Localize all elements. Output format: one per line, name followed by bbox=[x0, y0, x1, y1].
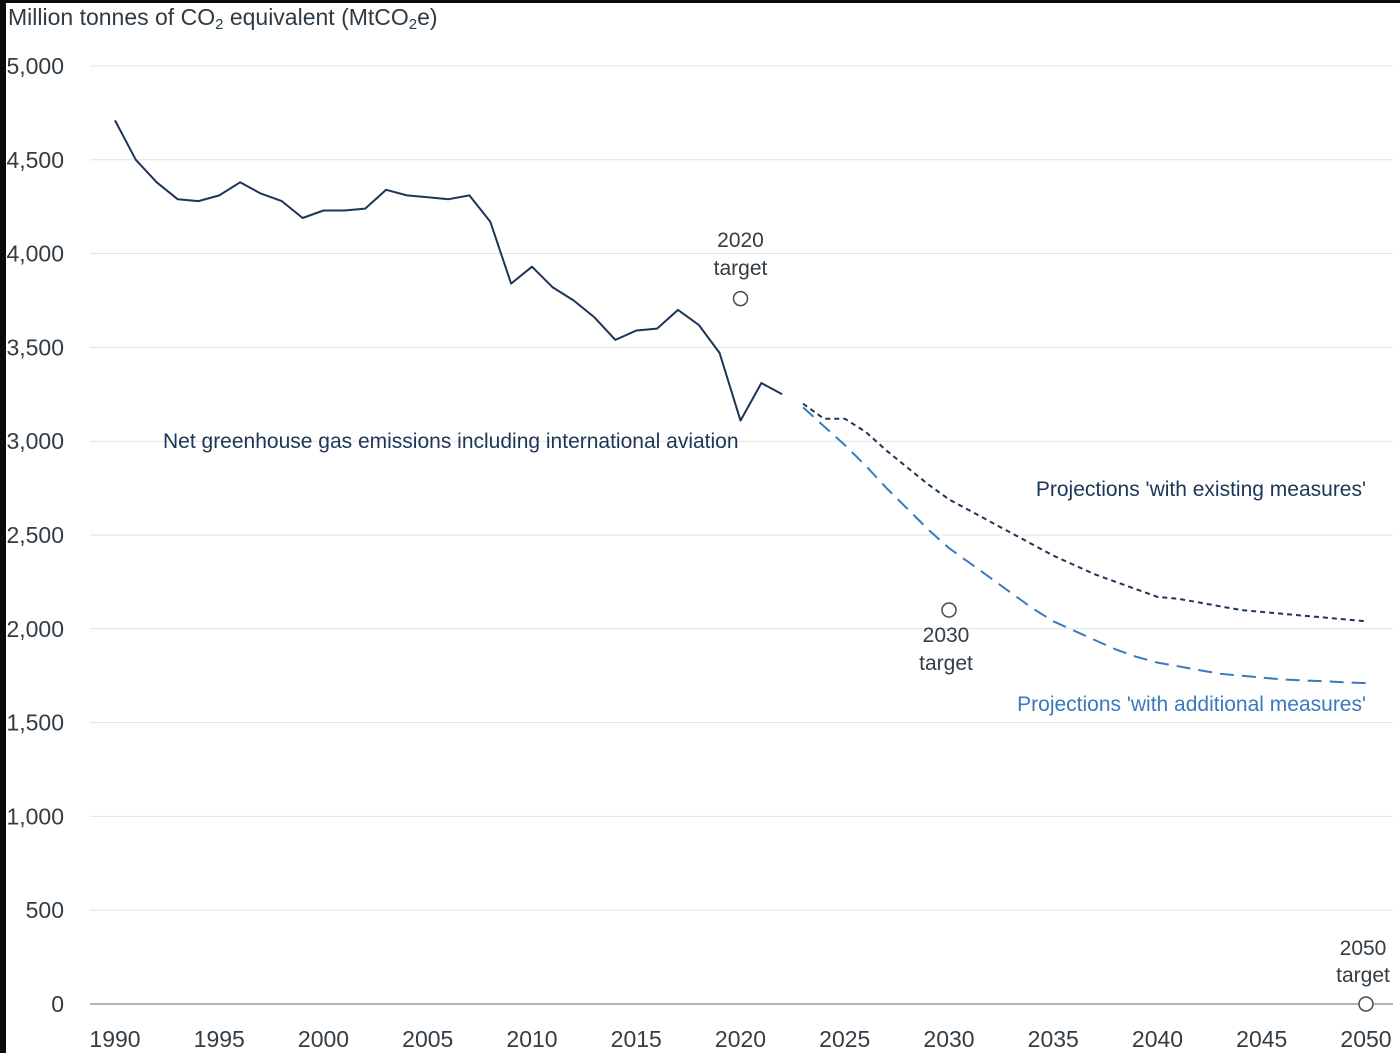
y-tick-label: 3,500 bbox=[6, 334, 64, 360]
y-tick-labels: 0 500 1,000 1,500 2,000 2,500 3,000 3,500 4,000 4… bbox=[6, 53, 64, 1017]
target-marker bbox=[941, 602, 957, 618]
target-label-year: 2050 bbox=[1340, 937, 1387, 960]
x-tick-label: 2020 bbox=[715, 1026, 766, 1052]
y-tick-label: 2,000 bbox=[6, 616, 64, 642]
y-tick-label: 3,000 bbox=[6, 428, 64, 454]
x-tick-label: 2015 bbox=[611, 1026, 662, 1052]
additional-measures-label: Projections 'with additional measures' bbox=[1017, 693, 1366, 716]
y-tick-label: 1,000 bbox=[6, 803, 64, 829]
x-tick-labels: 1990 1995 2000 2005 2010 2015 2020 2025 2030 2035… bbox=[89, 1026, 1391, 1052]
y-tick-label: 2,500 bbox=[6, 522, 64, 548]
x-tick-label: 2035 bbox=[1028, 1026, 1079, 1052]
x-tick-label: 2040 bbox=[1132, 1026, 1183, 1052]
y-tick-label: 500 bbox=[26, 897, 64, 923]
x-tick-label: 2025 bbox=[819, 1026, 870, 1052]
target-label-text: target bbox=[714, 257, 768, 280]
left-border bbox=[0, 0, 6, 1053]
historical-series-label: Net greenhouse gas emissions including i… bbox=[163, 430, 739, 453]
series-labels: Net greenhouse gas emissions including i… bbox=[163, 430, 1366, 716]
x-tick-label: 2000 bbox=[298, 1026, 349, 1052]
y-axis-title: Million tonnes of CO2 equivalent (MtCO2e… bbox=[8, 4, 438, 33]
x-tick-label: 1990 bbox=[89, 1026, 140, 1052]
additional-measures-line bbox=[802, 406, 1367, 685]
x-tick-label: 2010 bbox=[506, 1026, 557, 1052]
target-marker bbox=[1358, 996, 1374, 1012]
target-markers: 2020 target 2030 target 2050 target bbox=[714, 229, 1390, 1012]
x-tick-label: 2045 bbox=[1236, 1026, 1287, 1052]
x-tick-label: 1995 bbox=[194, 1026, 245, 1052]
y-tick-label: 4,500 bbox=[6, 147, 64, 173]
x-tick-label: 2030 bbox=[923, 1026, 974, 1052]
historical-emissions-line bbox=[114, 119, 783, 422]
target-label-text: target bbox=[919, 652, 973, 675]
target-marker bbox=[732, 290, 749, 307]
target-label-text: target bbox=[1336, 964, 1390, 987]
top-border bbox=[0, 0, 1400, 3]
existing-measures-line bbox=[802, 402, 1367, 623]
grid-lines bbox=[90, 65, 1393, 1005]
target-label-year: 2020 bbox=[717, 229, 764, 252]
y-tick-label: 5,000 bbox=[6, 53, 64, 79]
y-tick-label: 1,500 bbox=[6, 710, 64, 736]
y-tick-label: 0 bbox=[51, 991, 64, 1017]
x-tick-label: 2050 bbox=[1340, 1026, 1391, 1052]
target-label-year: 2030 bbox=[923, 624, 970, 647]
existing-measures-label: Projections 'with existing measures' bbox=[1036, 478, 1366, 501]
series-lines bbox=[114, 119, 1367, 685]
y-tick-label: 4,000 bbox=[6, 241, 64, 267]
x-tick-label: 2005 bbox=[402, 1026, 453, 1052]
